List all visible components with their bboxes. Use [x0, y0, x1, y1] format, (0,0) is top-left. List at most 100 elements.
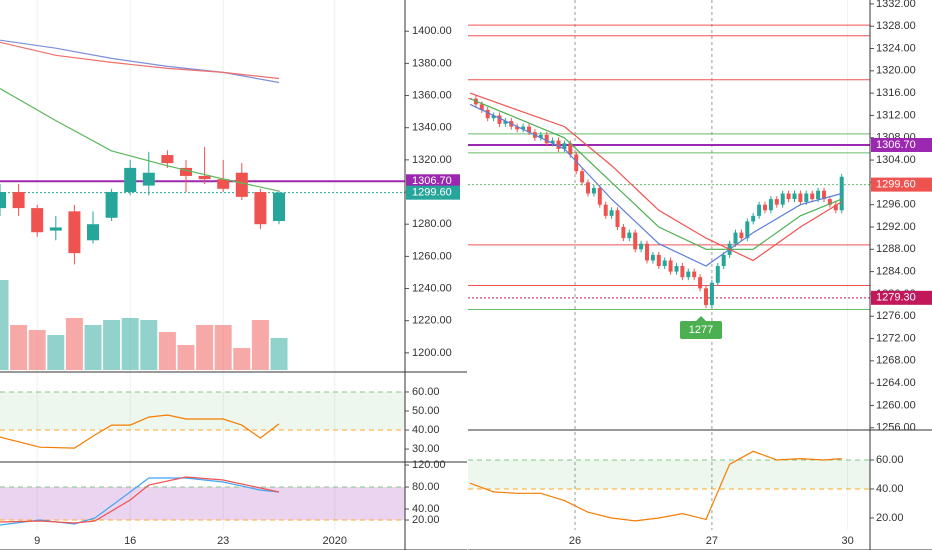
x-tick-label: 26 — [569, 535, 581, 547]
annotation-box — [680, 321, 722, 339]
y-tick-label: 1316.00 — [876, 87, 916, 99]
x-tick-label: 16 — [124, 535, 136, 547]
candle-body — [822, 190, 826, 200]
candle-body — [792, 193, 797, 200]
candle-body — [515, 126, 520, 130]
x-tick-label: 9 — [34, 535, 40, 547]
candle-body — [745, 221, 750, 239]
price-tag — [406, 185, 460, 200]
y-tick-label: 20.00 — [412, 514, 440, 526]
y-tick-label: 1284.00 — [876, 266, 916, 278]
volume-bar — [65, 318, 83, 370]
candle-body — [217, 179, 230, 189]
candle-body — [721, 254, 726, 267]
price-tag — [406, 174, 460, 189]
y-tick-label: 1240.00 — [412, 282, 452, 294]
candle-body — [798, 193, 803, 202]
price-tag-label: 1299.60 — [876, 179, 916, 191]
y-tick-label: 20.00 — [876, 512, 904, 524]
volume-bar — [233, 348, 251, 370]
candle-body — [527, 126, 531, 133]
candle-body — [105, 192, 118, 218]
y-tick-label: 1200.00 — [412, 347, 452, 359]
volume-bar — [270, 338, 288, 370]
pane-price — [468, 24, 870, 311]
annotation-pointer — [696, 316, 706, 321]
y-tick-label: 1296.00 — [876, 199, 916, 211]
y-tick-label: 1324.00 — [876, 42, 916, 54]
candle-body — [544, 134, 549, 144]
y-tick-label: 1400.00 — [412, 25, 452, 37]
y-tick-label: 1272.00 — [876, 332, 916, 344]
indicator-line — [0, 476, 280, 524]
indicator-line — [0, 41, 280, 80]
candle-body — [780, 193, 785, 205]
candle-body — [591, 187, 596, 194]
candle-body — [757, 204, 762, 216]
volume-bar — [10, 325, 28, 370]
candle-body — [674, 266, 679, 272]
candle-body — [627, 232, 632, 239]
candle-body — [704, 288, 708, 306]
candle-body — [49, 227, 62, 231]
y-tick-label: 40.00 — [412, 424, 440, 436]
candle-body — [142, 172, 155, 186]
candle-body — [597, 187, 602, 205]
y-tick-label: 30.00 — [412, 443, 440, 455]
candle-body — [692, 271, 697, 278]
candle-body — [686, 271, 691, 278]
y-tick-label: 1260.00 — [876, 399, 916, 411]
volume-bar — [103, 320, 121, 370]
pane-osc — [0, 391, 405, 449]
candle-body — [751, 215, 756, 222]
candle-body — [810, 193, 815, 200]
x-tick-label: 23 — [217, 535, 229, 547]
volume-bar — [177, 345, 195, 370]
candle-body — [568, 143, 573, 155]
y-tick-label: 1276.00 — [876, 310, 916, 322]
candle-body — [804, 193, 809, 202]
candle-body — [235, 172, 248, 197]
annotation-label: 1277 — [689, 324, 713, 336]
y-tick-label: 1292.00 — [876, 221, 916, 233]
candle-body — [161, 155, 174, 164]
candle-body — [556, 140, 561, 149]
candle-body — [763, 204, 767, 211]
y-tick-label: 1380.00 — [412, 57, 452, 69]
candle-body — [668, 260, 673, 272]
volume-bar — [0, 280, 9, 370]
candle-body — [497, 115, 502, 124]
y-tick-label: 1312.00 — [876, 109, 916, 121]
indicator-line — [469, 92, 843, 262]
candle-body — [521, 126, 526, 130]
band — [468, 460, 870, 489]
candle-body — [87, 224, 99, 241]
candle-body — [198, 175, 211, 180]
band — [0, 391, 405, 431]
y-tick-label: 1268.00 — [876, 355, 916, 367]
pane-stoch — [0, 476, 405, 526]
candle-body — [574, 154, 579, 172]
candle-body — [586, 182, 590, 194]
y-tick-label: 80.00 — [412, 481, 440, 493]
candle-body — [180, 167, 192, 176]
candle-body — [254, 192, 267, 225]
candle-body — [833, 204, 838, 211]
y-tick-label: 40.00 — [412, 503, 440, 515]
candle-body — [562, 143, 567, 149]
candle-body — [774, 199, 779, 205]
indicator-line — [469, 450, 842, 522]
volume-bar — [84, 325, 102, 370]
indicator-line — [0, 39, 280, 84]
pane-price — [0, 39, 405, 370]
candle-body — [656, 254, 661, 267]
x-tick-label: 30 — [841, 535, 853, 547]
x-tick-label: 2020 — [323, 535, 347, 547]
candle-body — [609, 210, 614, 216]
candle-body — [827, 199, 832, 205]
candle-body — [786, 193, 791, 200]
band — [0, 487, 405, 521]
candle-body — [12, 192, 25, 209]
price-tag-label: 1279.30 — [876, 292, 916, 304]
y-tick-label: 1340.00 — [412, 122, 452, 134]
